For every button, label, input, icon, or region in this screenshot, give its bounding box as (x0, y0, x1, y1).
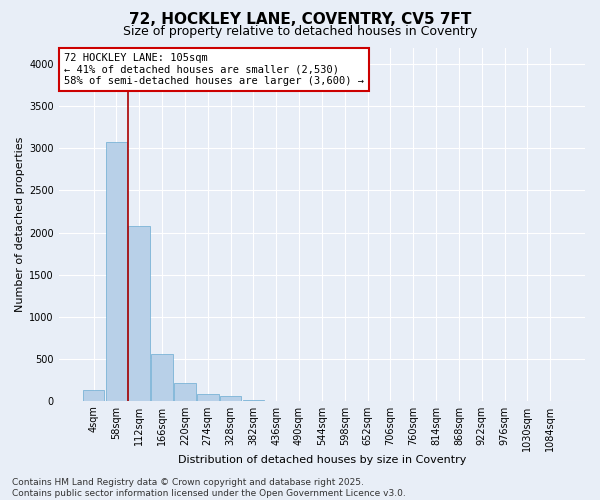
Text: 72 HOCKLEY LANE: 105sqm
← 41% of detached houses are smaller (2,530)
58% of semi: 72 HOCKLEY LANE: 105sqm ← 41% of detache… (64, 53, 364, 86)
Bar (83, 390, 104, 400)
X-axis label: Distribution of detached houses by size in Coventry: Distribution of detached houses by size … (178, 455, 466, 465)
Text: 72, HOCKLEY LANE, COVENTRY, CV5 7FT: 72, HOCKLEY LANE, COVENTRY, CV5 7FT (129, 12, 471, 28)
Text: Size of property relative to detached houses in Coventry: Size of property relative to detached ho… (123, 25, 477, 38)
Bar (151, 354, 173, 401)
Bar (220, 396, 241, 400)
Y-axis label: Number of detached properties: Number of detached properties (15, 136, 25, 312)
Bar (197, 394, 218, 400)
Text: Contains HM Land Registry data © Crown copyright and database right 2025.
Contai: Contains HM Land Registry data © Crown c… (12, 478, 406, 498)
Bar (128, 226, 150, 400)
Bar (106, 142, 127, 400)
Bar (174, 382, 196, 400)
